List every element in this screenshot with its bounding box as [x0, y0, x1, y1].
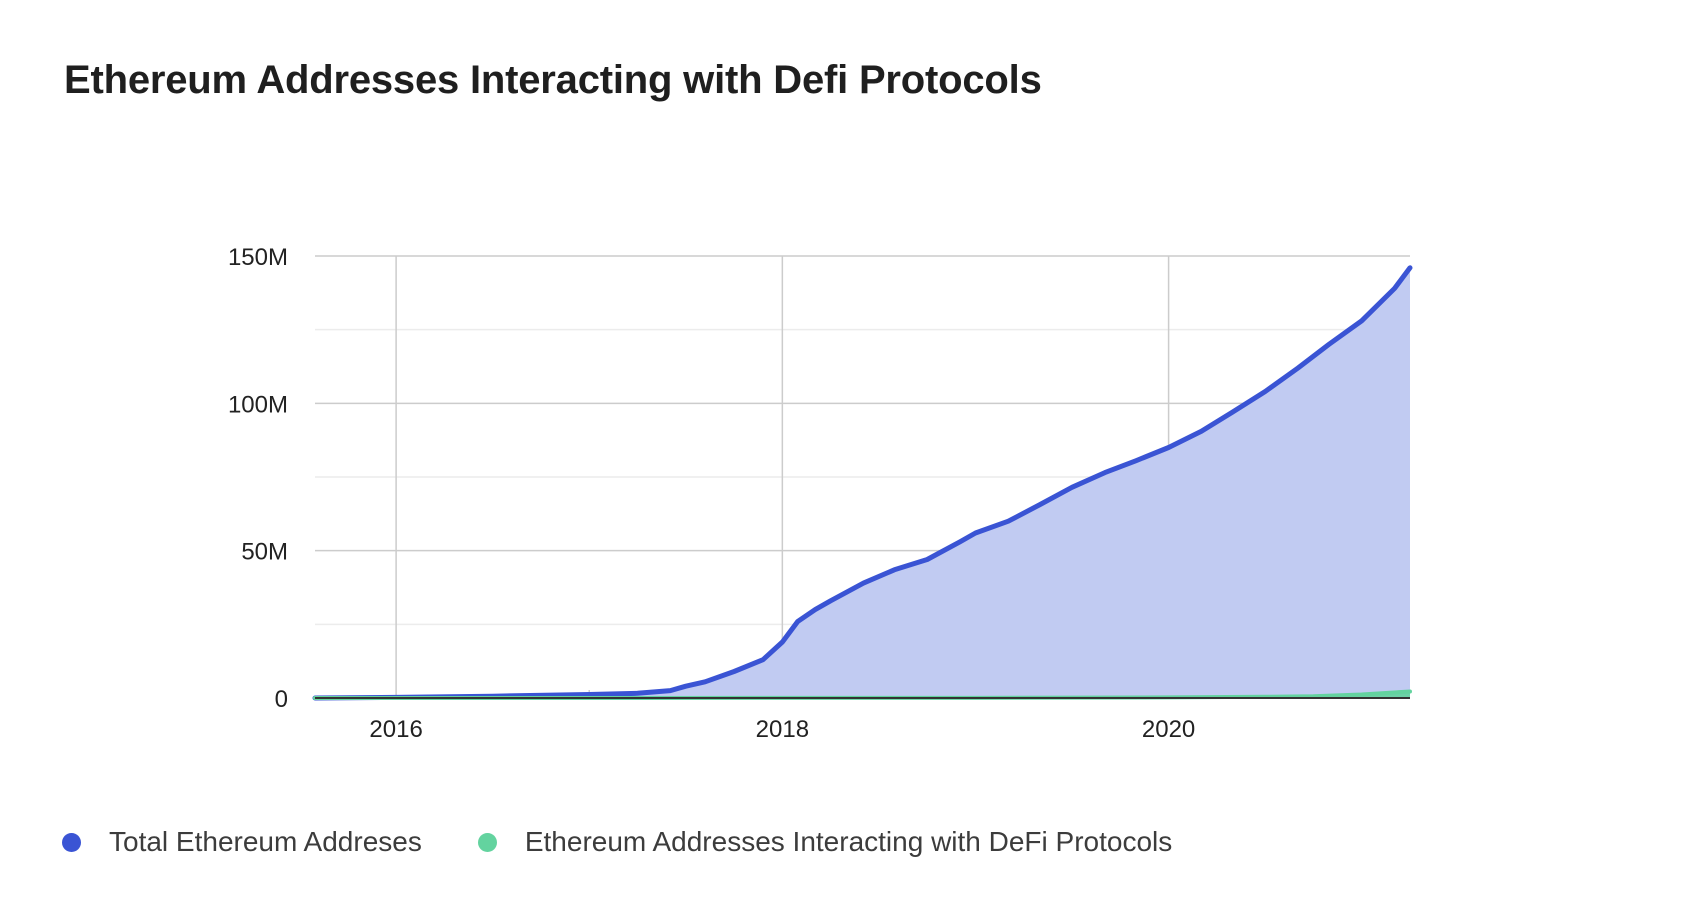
grid-lines [315, 255, 1410, 698]
legend-item-defi[interactable]: Ethereum Addresses Interacting with DeFi… [477, 826, 1173, 858]
legend-dot-defi [477, 832, 497, 852]
y-tick-label: 50M [241, 539, 288, 566]
area-chart: 0 50M 100M 150M 2016 2018 2020 [228, 244, 1413, 743]
x-tick-label: 2016 [369, 716, 422, 743]
legend-label-total: Total Ethereum Addreses [109, 826, 422, 857]
legend-label-defi: Ethereum Addresses Interacting with DeFi… [524, 826, 1173, 857]
y-tick-label: 0 [275, 686, 288, 713]
x-tick-label: 2020 [1142, 716, 1195, 743]
tick-labels: 0 50M 100M 150M 2016 2018 2020 [228, 244, 1195, 743]
x-tick-label: 2018 [756, 716, 809, 743]
series-areas [315, 267, 1410, 698]
y-tick-label: 150M [228, 244, 288, 271]
series-area-0 [315, 267, 1410, 698]
legend-dot-total [62, 832, 81, 852]
legend-item-total[interactable]: Total Ethereum Addreses [62, 826, 422, 858]
chart-title: Ethereum Addresses Interacting with Defi… [64, 58, 1042, 102]
series-line-0 [312, 265, 1413, 701]
legend: Total Ethereum Addreses Ethereum Address… [62, 826, 1228, 858]
y-tick-label: 100M [228, 391, 288, 418]
